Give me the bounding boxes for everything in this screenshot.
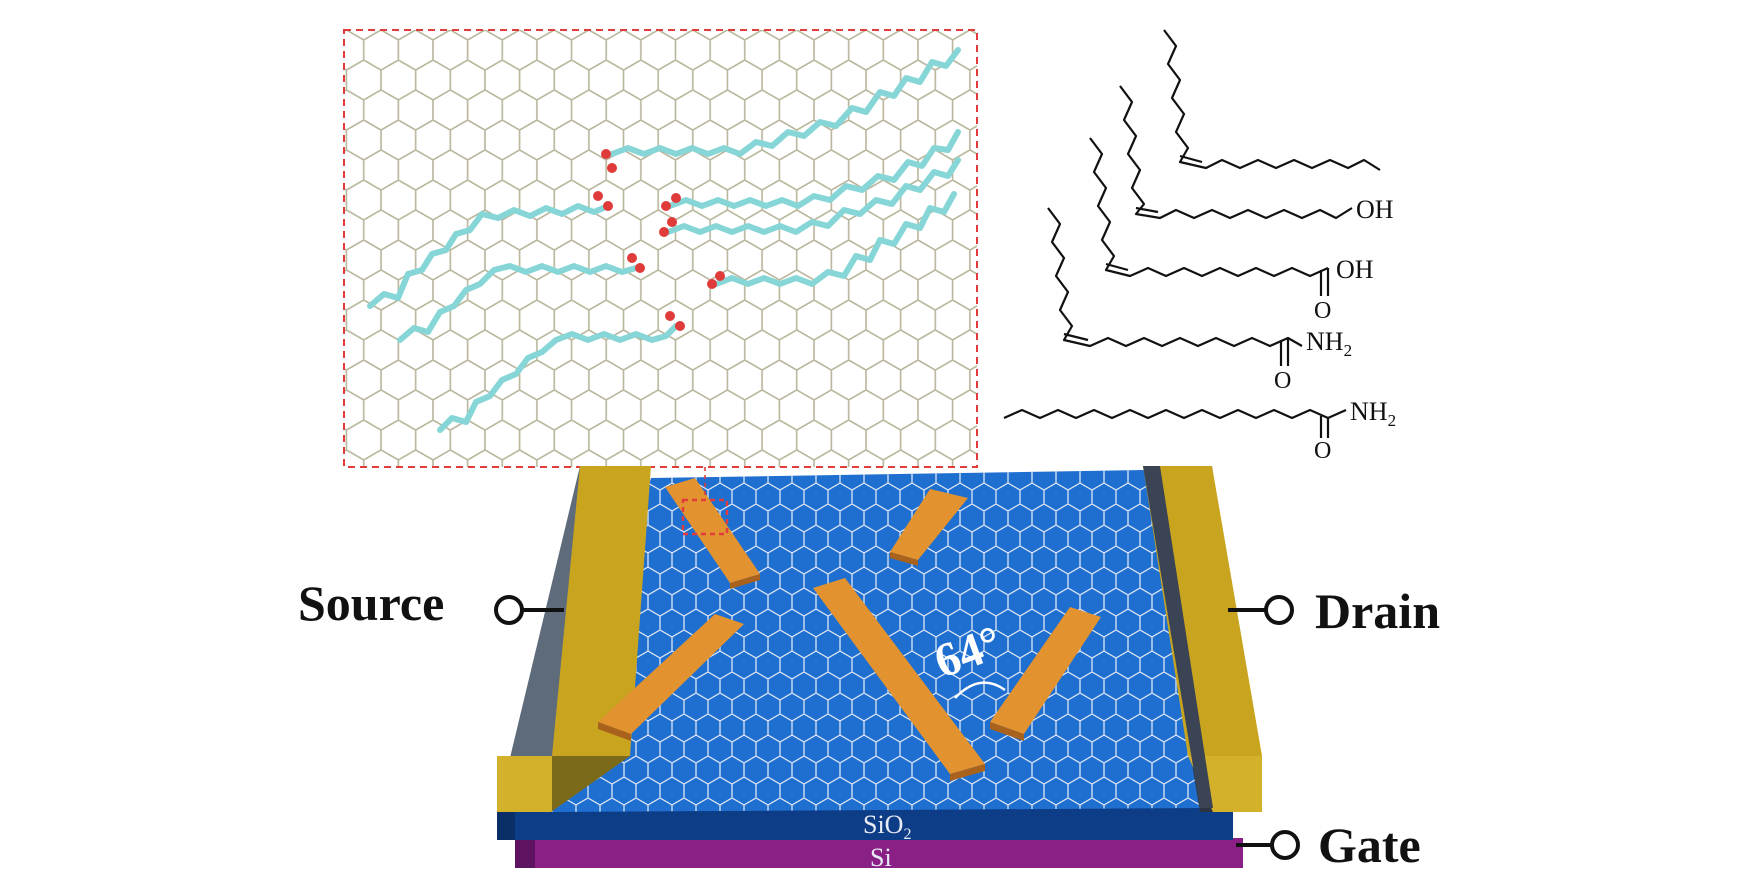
silicon-substrate xyxy=(515,838,1243,868)
structure-2 xyxy=(1119,85,1353,220)
gate-terminal-icon xyxy=(1270,830,1300,860)
structure-amide2-carbonyl: O xyxy=(1314,438,1331,464)
structure-amide2-label: NH2 xyxy=(1350,397,1396,430)
crystal-strips xyxy=(598,478,1101,781)
crystal-strip xyxy=(665,478,760,589)
substrate-label: Si xyxy=(870,843,892,872)
gate-label: Gate xyxy=(1318,817,1421,873)
crystal-strip xyxy=(813,578,985,781)
molecule-chain xyxy=(665,157,961,235)
molecule-chain xyxy=(667,129,961,209)
device: 64° SiO2 Si xyxy=(497,466,1262,872)
molecule-oxygen-atoms xyxy=(593,149,725,331)
crystal-strip xyxy=(890,489,968,566)
source-electrode xyxy=(497,466,651,812)
molecule-chain xyxy=(437,323,679,433)
drain-terminal-icon xyxy=(1264,595,1294,625)
molecule-chain xyxy=(609,47,961,157)
crystal-strip xyxy=(990,607,1101,741)
angle-arc xyxy=(954,681,1006,699)
structure-acid-carbonyl: O xyxy=(1314,298,1331,324)
source-terminal: Source xyxy=(298,575,564,631)
structure-hydroxyl-label: OH xyxy=(1356,195,1394,224)
source-label: Source xyxy=(298,575,444,631)
inset-border xyxy=(343,29,978,468)
drain-label: Drain xyxy=(1315,583,1440,639)
chemical-structures: OH OH O NH2 O NH2 O xyxy=(1003,29,1396,464)
source-terminal-icon xyxy=(494,595,524,625)
molecule-chain xyxy=(367,203,611,309)
structure-4 xyxy=(1047,207,1303,348)
gate-terminal: Gate xyxy=(1236,817,1421,873)
structure-amide1-carbonyl: O xyxy=(1274,368,1291,394)
crystal-strip xyxy=(598,614,744,741)
inset-molecules xyxy=(367,47,961,433)
structure-3 xyxy=(1089,137,1329,278)
oxide-label: SiO2 xyxy=(863,810,911,843)
molecule-chain xyxy=(397,263,639,343)
structure-acid-label: OH xyxy=(1336,255,1374,284)
structure-5 xyxy=(1003,408,1347,420)
structure-amide1-label: NH2 xyxy=(1306,327,1352,360)
drain-terminal: Drain xyxy=(1228,583,1440,639)
drain-electrode xyxy=(1143,466,1262,812)
oxide-layer xyxy=(497,806,1233,840)
structure-1 xyxy=(1163,29,1381,171)
molecule-chain xyxy=(713,191,957,287)
